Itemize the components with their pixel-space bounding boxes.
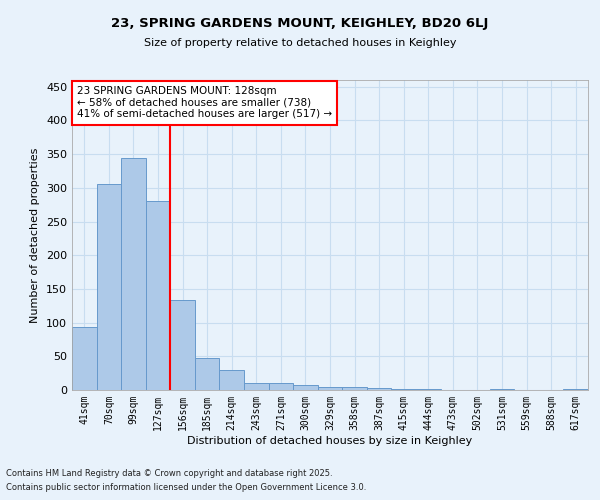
Bar — [244, 384, 269, 390]
Bar — [318, 386, 342, 390]
Text: Contains HM Land Registry data © Crown copyright and database right 2025.: Contains HM Land Registry data © Crown c… — [6, 468, 332, 477]
Bar — [146, 200, 170, 390]
Bar — [293, 384, 318, 390]
Bar — [269, 384, 293, 390]
Bar — [97, 184, 121, 390]
Bar — [490, 388, 514, 390]
Text: Size of property relative to detached houses in Keighley: Size of property relative to detached ho… — [144, 38, 456, 48]
Text: 23, SPRING GARDENS MOUNT, KEIGHLEY, BD20 6LJ: 23, SPRING GARDENS MOUNT, KEIGHLEY, BD20… — [112, 18, 488, 30]
Bar — [563, 388, 588, 390]
Bar — [367, 388, 391, 390]
Bar — [170, 300, 195, 390]
Bar — [342, 386, 367, 390]
Text: 23 SPRING GARDENS MOUNT: 128sqm
← 58% of detached houses are smaller (738)
41% o: 23 SPRING GARDENS MOUNT: 128sqm ← 58% of… — [77, 86, 332, 120]
Bar — [195, 358, 220, 390]
Bar — [121, 158, 146, 390]
X-axis label: Distribution of detached houses by size in Keighley: Distribution of detached houses by size … — [187, 436, 473, 446]
Bar — [220, 370, 244, 390]
Y-axis label: Number of detached properties: Number of detached properties — [31, 148, 40, 322]
Bar — [72, 328, 97, 390]
Text: Contains public sector information licensed under the Open Government Licence 3.: Contains public sector information licen… — [6, 484, 367, 492]
